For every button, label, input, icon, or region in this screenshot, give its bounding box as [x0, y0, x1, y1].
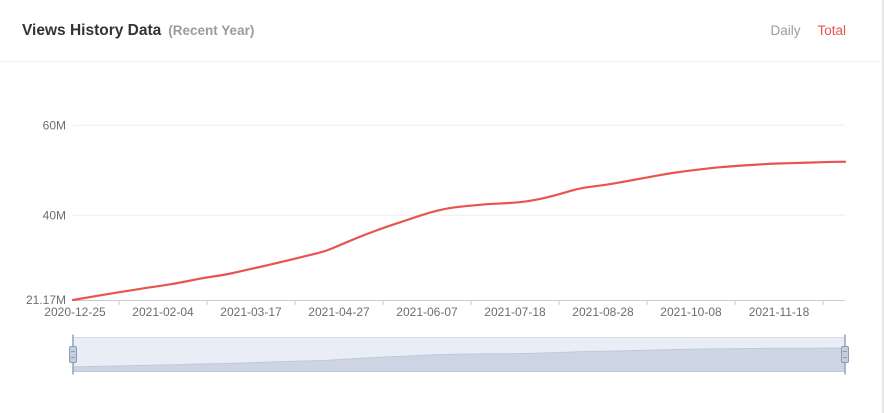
- x-axis-label: 2021-03-17: [220, 305, 282, 319]
- slider-handle-right[interactable]: [841, 346, 849, 363]
- page-title: Views History Data: [22, 21, 162, 39]
- y-axis-label: 60M: [43, 118, 66, 132]
- x-axis-label: 2021-11-18: [749, 305, 810, 319]
- x-axis-label: 2021-06-07: [396, 305, 458, 319]
- title-wrap: Views History Data (Recent Year): [22, 22, 254, 40]
- tab-daily[interactable]: Daily: [770, 23, 801, 38]
- x-axis-label: 2021-04-27: [308, 305, 370, 319]
- y-axis-label: 21.17M: [26, 293, 66, 307]
- x-axis-label: 2021-07-18: [484, 305, 546, 319]
- series-line-total-views: [71, 160, 847, 302]
- card-header: Views History Data (Recent Year) Daily T…: [0, 0, 882, 62]
- x-axis-label: 2021-10-08: [660, 305, 722, 319]
- tab-group: Daily Total: [770, 23, 846, 38]
- x-axis-label: 2021-08-28: [572, 305, 634, 319]
- tab-total[interactable]: Total: [817, 23, 846, 38]
- x-axis-label: 2021-02-04: [132, 305, 194, 319]
- slider-data-shadow: [72, 347, 846, 372]
- page-subtitle: (Recent Year): [168, 22, 255, 38]
- slider-handle-left[interactable]: [69, 346, 77, 363]
- x-axis-label: 2020-12-25: [44, 305, 106, 319]
- y-axis-label: 40M: [43, 208, 66, 222]
